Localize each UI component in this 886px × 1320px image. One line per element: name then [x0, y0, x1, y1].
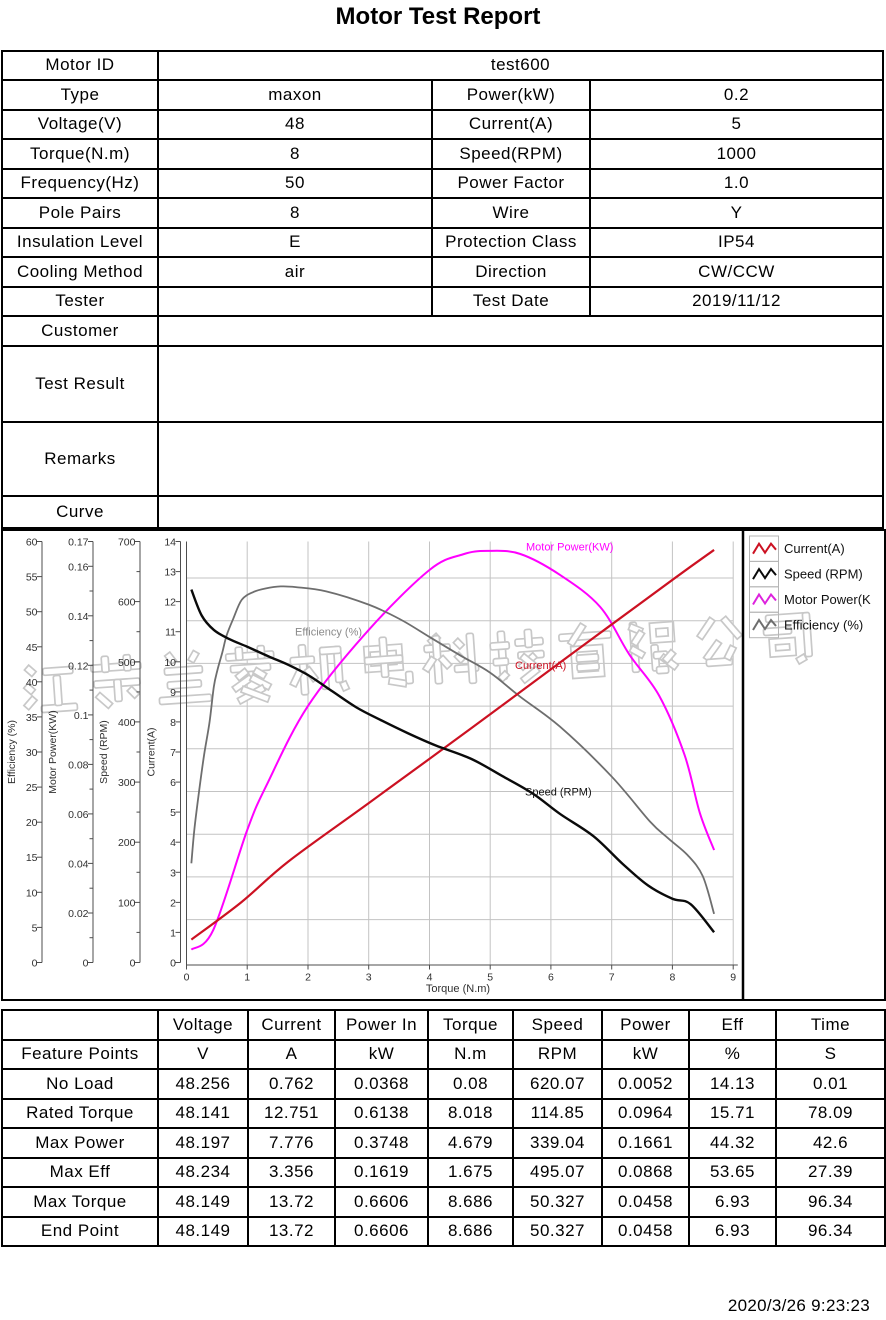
svg-text:8: 8: [669, 972, 675, 984]
svg-text:1: 1: [244, 972, 250, 984]
svg-text:Motor Power(KW): Motor Power(KW): [526, 542, 613, 554]
svg-text:5: 5: [487, 972, 493, 984]
svg-text:45: 45: [26, 642, 38, 654]
svg-text:0: 0: [170, 958, 176, 970]
svg-text:6: 6: [170, 777, 176, 789]
svg-text:Speed (RPM): Speed (RPM): [98, 720, 110, 784]
svg-text:4: 4: [427, 972, 433, 984]
svg-text:20: 20: [26, 817, 38, 829]
svg-text:30: 30: [26, 747, 38, 759]
svg-text:6: 6: [548, 972, 554, 984]
svg-text:Torque (N.m): Torque (N.m): [426, 983, 490, 995]
svg-text:Motor Power(K: Motor Power(K: [784, 592, 871, 607]
svg-text:Speed (RPM): Speed (RPM): [784, 567, 863, 582]
svg-text:11: 11: [165, 627, 176, 639]
svg-text:40: 40: [26, 677, 38, 689]
svg-text:5: 5: [170, 807, 176, 819]
svg-text:0.16: 0.16: [68, 561, 89, 573]
svg-text:Efficiency (%): Efficiency (%): [6, 720, 18, 784]
svg-text:55: 55: [26, 572, 38, 584]
svg-text:100: 100: [118, 897, 136, 909]
svg-text:10: 10: [164, 657, 176, 669]
svg-text:Current(A): Current(A): [146, 727, 158, 776]
svg-text:0.14: 0.14: [68, 611, 89, 623]
svg-text:13: 13: [164, 567, 176, 579]
svg-text:9: 9: [170, 687, 176, 699]
svg-text:60: 60: [26, 537, 38, 549]
svg-text:500: 500: [118, 657, 136, 669]
svg-text:Current(A): Current(A): [515, 660, 566, 672]
svg-text:14: 14: [164, 537, 176, 549]
svg-text:3: 3: [366, 972, 372, 984]
svg-text:0.08: 0.08: [68, 759, 89, 771]
svg-text:200: 200: [118, 837, 136, 849]
svg-text:0: 0: [130, 958, 136, 970]
svg-text:Current(A): Current(A): [784, 541, 845, 556]
svg-text:4: 4: [170, 837, 176, 849]
svg-text:50: 50: [26, 607, 38, 619]
svg-text:400: 400: [118, 717, 136, 729]
svg-text:12: 12: [164, 597, 176, 609]
svg-text:0.06: 0.06: [68, 809, 89, 821]
svg-text:600: 600: [118, 597, 136, 609]
svg-text:3: 3: [170, 867, 176, 879]
svg-text:Efficiency (%): Efficiency (%): [784, 618, 863, 633]
svg-text:0.12: 0.12: [68, 660, 89, 672]
svg-text:25: 25: [26, 782, 38, 794]
svg-text:0: 0: [184, 972, 190, 984]
svg-text:15: 15: [26, 852, 38, 864]
svg-text:35: 35: [26, 712, 38, 724]
svg-text:10: 10: [26, 887, 38, 899]
svg-text:Motor Power(KW): Motor Power(KW): [47, 710, 59, 793]
svg-text:0.02: 0.02: [68, 908, 89, 920]
svg-text:7: 7: [170, 747, 176, 759]
svg-text:1: 1: [170, 927, 176, 939]
svg-text:5: 5: [32, 922, 38, 934]
svg-text:7: 7: [609, 972, 615, 984]
svg-text:2: 2: [305, 972, 311, 984]
svg-text:0: 0: [32, 958, 38, 970]
svg-text:2: 2: [170, 897, 176, 909]
svg-text:700: 700: [118, 537, 136, 549]
svg-text:0.1: 0.1: [74, 710, 89, 722]
svg-text:8: 8: [170, 717, 176, 729]
svg-text:0.04: 0.04: [68, 858, 89, 870]
svg-text:300: 300: [118, 777, 136, 789]
svg-text:Speed (RPM): Speed (RPM): [525, 787, 592, 799]
svg-text:0.17: 0.17: [68, 537, 89, 549]
svg-text:0: 0: [83, 958, 89, 970]
svg-text:Efficiency (%): Efficiency (%): [295, 627, 362, 639]
svg-text:9: 9: [730, 972, 736, 984]
